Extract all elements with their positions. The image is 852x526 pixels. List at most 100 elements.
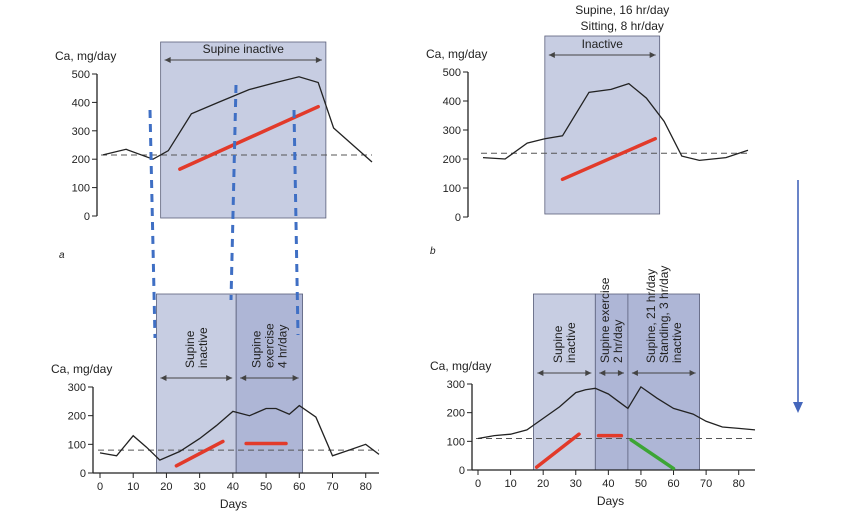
y-tick-label-a-4: 400 (72, 97, 90, 109)
band-label-b-0: Inactive (582, 37, 624, 51)
band-label-d-2: Supine, 21 hr/day Standing, 3 hr/day ina… (644, 266, 684, 363)
y-tick-label-b-5: 500 (443, 67, 461, 79)
x-tick-label-c-4: 40 (227, 481, 239, 493)
y-tick-label-a-0: 0 (84, 211, 90, 223)
y-tick-label-d-3: 300 (447, 379, 465, 391)
band-arrowhead-right-d-0 (585, 370, 592, 376)
chart-b: Inactive Supine, 16 hr/day Sitting, 8 hr/d… (426, 3, 749, 257)
band-label-line-d-1-0: Supine exercise (598, 277, 612, 363)
band-label-d-0: Supine inactiveSupineinactive (551, 322, 578, 363)
connectors (148, 84, 300, 339)
y-axis-label-c: Ca, mg/day (51, 362, 112, 376)
x-tick-label-c-2: 20 (160, 481, 172, 493)
chart-c: Supine inactiveSupineinactiveSupine exer… (51, 293, 380, 511)
trendline-b-0 (560, 136, 657, 182)
band-arrowhead-right-a-0 (315, 57, 322, 63)
x-tick-label-d-3: 30 (570, 478, 582, 490)
y-tick-label-b-1: 100 (443, 183, 461, 195)
band-label-line-c-0-1: inactive (196, 327, 210, 368)
y-tick-label-c-0: 0 (80, 468, 86, 480)
x-tick-label-c-8: 80 (360, 481, 372, 493)
y-axis-label-d: Ca, mg/day (430, 359, 491, 373)
band-arrowhead-right-d-2 (689, 370, 696, 376)
band-arrowhead-left-d-2 (631, 370, 638, 376)
x-tick-label-d-2: 20 (537, 478, 549, 490)
y-tick-label-a-1: 100 (72, 183, 90, 195)
x-axis-label-d: Days (597, 494, 624, 508)
y-tick-label-d-0: 0 (459, 465, 465, 477)
trendline-d-2 (629, 438, 676, 471)
band-arrowhead-left-c-1 (240, 375, 247, 381)
x-tick-label-d-6: 60 (667, 478, 679, 490)
y-tick-label-a-2: 200 (72, 154, 90, 166)
connector-dash-1 (229, 84, 238, 301)
panel-label-a: a (59, 250, 65, 261)
band-label-line-d-2-2: inactive (670, 322, 684, 363)
y-tick-label-a-5: 500 (72, 69, 90, 81)
band-label-line-d-0-0: Supine (551, 325, 565, 363)
down-arrow-head (793, 402, 803, 413)
trendline-d-0 (534, 432, 581, 469)
x-tick-label-c-5: 50 (260, 481, 272, 493)
y-tick-label-d-2: 200 (447, 408, 465, 420)
x-tick-label-d-8: 80 (733, 478, 745, 490)
series-line-a-0 (102, 76, 373, 163)
band-arrowhead-left-c-0 (160, 375, 167, 381)
y-tick-label-b-0: 0 (455, 212, 461, 224)
band-label-line-d-2-1: Standing, 3 hr/day (657, 266, 671, 363)
band-label-line-d-0-1: inactive (564, 322, 578, 363)
panel-label-b: b (430, 246, 436, 257)
band-label-c-0: Supine inactiveSupineinactive (183, 327, 210, 368)
y-tick-label-b-3: 300 (443, 125, 461, 137)
series-line-b-0 (482, 82, 749, 162)
trendline-c-0 (174, 439, 225, 468)
series-line-d-0 (477, 385, 756, 440)
x-tick-label-c-3: 30 (194, 481, 206, 493)
band-label-line-c-0-0: Supine (183, 330, 197, 368)
y-axis-label-a: Ca, mg/day (55, 49, 116, 63)
band-arrowhead-left-d-1 (599, 370, 606, 376)
chart-d: Supine inactiveSupineinactive Supine exer… (430, 266, 756, 508)
band-d-0 (533, 293, 596, 471)
x-axis-label-c: Days (220, 497, 247, 511)
x-tick-label-d-4: 40 (602, 478, 614, 490)
y-tick-label-c-2: 200 (68, 411, 86, 423)
band-arrowhead-right-b-0 (649, 52, 656, 58)
band-d-2 (627, 293, 700, 471)
band-title-b-0: Supine, 16 hr/day (575, 3, 669, 17)
x-tick-label-d-5: 50 (635, 478, 647, 490)
y-tick-label-a-3: 300 (72, 126, 90, 138)
chart-a: Supine inactive 0 100 200 300 400 500 Ca, mg/da… (55, 41, 373, 261)
band-label-line-c-1-1: exercise (262, 323, 276, 368)
x-tick-label-d-7: 70 (700, 478, 712, 490)
y-tick-label-b-4: 400 (443, 96, 461, 108)
band-arrowhead-left-d-0 (537, 370, 544, 376)
connector-dash-2 (292, 109, 300, 336)
band-arrowhead-left-a-0 (164, 57, 171, 63)
band-b-0 (544, 35, 661, 215)
y-tick-label-b-2: 200 (443, 154, 461, 166)
x-tick-label-c-1: 10 (127, 481, 139, 493)
band-arrowhead-right-d-1 (617, 370, 624, 376)
band-arrowhead-right-c-0 (226, 375, 233, 381)
band-label-line-c-1-0: Supine (249, 330, 263, 368)
x-tick-label-d-0: 0 (475, 478, 481, 490)
x-tick-label-d-1: 10 (504, 478, 516, 490)
band-arrowhead-left-b-0 (548, 52, 555, 58)
band-d-1 (594, 293, 629, 471)
x-tick-label-c-6: 60 (293, 481, 305, 493)
connector-dash-0 (148, 109, 157, 339)
band-label-c-1: Supine exercise 4 hr/daySupineexercise4 … (249, 323, 289, 368)
band-label-a-0: Supine inactive (203, 42, 285, 56)
y-tick-label-c-1: 100 (68, 439, 86, 451)
band-label-line-c-1-2: 4 hr/day (275, 325, 289, 368)
series-line-c-0 (99, 404, 380, 461)
band-title-b-1: Sitting, 8 hr/day (581, 19, 664, 33)
y-tick-label-d-1: 100 (447, 436, 465, 448)
x-tick-label-c-7: 70 (326, 481, 338, 493)
band-arrowhead-right-c-1 (292, 375, 299, 381)
y-axis-label-b: Ca, mg/day (426, 47, 487, 61)
band-label-line-d-2-0: Supine, 21 hr/day (644, 269, 658, 363)
